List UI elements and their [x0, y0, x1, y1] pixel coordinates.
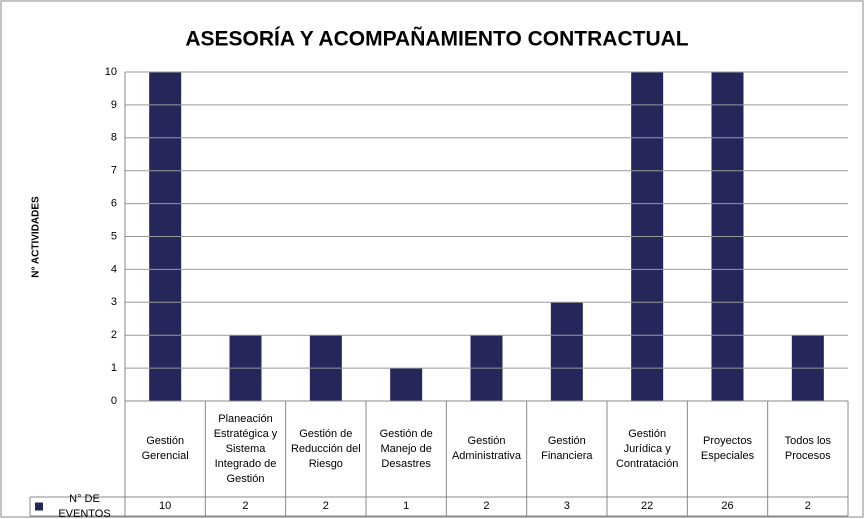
x-tick-label: Proyectos Especiales: [700, 435, 755, 462]
x-tick-label: Gestión de Manejo de Desastres: [379, 427, 433, 470]
x-tick-label: Gestión Gerencial: [141, 435, 189, 462]
legend-swatch: [35, 502, 43, 511]
y-tick-label: 2: [111, 329, 117, 341]
bar: [390, 368, 423, 401]
y-axis-label: N° ACTIVIDADES: [31, 196, 42, 278]
table-value: 22: [641, 500, 654, 512]
bar: [550, 302, 583, 401]
legend-label: N° DE EVENTOS: [58, 492, 111, 519]
y-tick-label: 6: [111, 198, 117, 210]
x-tick-label: Gestión Financiera: [541, 435, 593, 462]
y-tick-label: 4: [111, 263, 117, 275]
y-tick-label: 7: [111, 165, 117, 177]
table-value: 2: [322, 500, 329, 512]
table-value: 1: [403, 500, 410, 512]
y-tick-label: 9: [111, 99, 117, 111]
x-tick-label: Todos los Procesos: [784, 435, 832, 462]
table-value: 10: [159, 500, 172, 512]
x-tick-label: Planeación Estratégica y Sistema Integra…: [213, 412, 278, 485]
y-tick-label: 3: [111, 296, 117, 308]
y-tick-label: 1: [111, 362, 117, 374]
x-tick-label: Gestión Jurídica y Contratación: [615, 427, 679, 470]
table-value: 2: [483, 500, 490, 512]
table-value: 26: [721, 500, 734, 512]
table-value: 2: [242, 500, 249, 512]
chart-title: ASESORÍA Y ACOMPAÑAMIENTO CONTRACTUAL: [185, 28, 688, 51]
y-tick-label: 8: [111, 132, 117, 144]
x-tick-label: Gestión de Reducción del Riesgo: [290, 427, 361, 470]
x-tick-label: Gestión Administrativa: [451, 435, 522, 462]
y-tick-label: 0: [111, 395, 117, 407]
y-tick-label: 5: [111, 230, 117, 242]
y-tick-label: 10: [105, 66, 117, 78]
table-value: 3: [563, 500, 570, 512]
table-value: 2: [804, 500, 811, 512]
